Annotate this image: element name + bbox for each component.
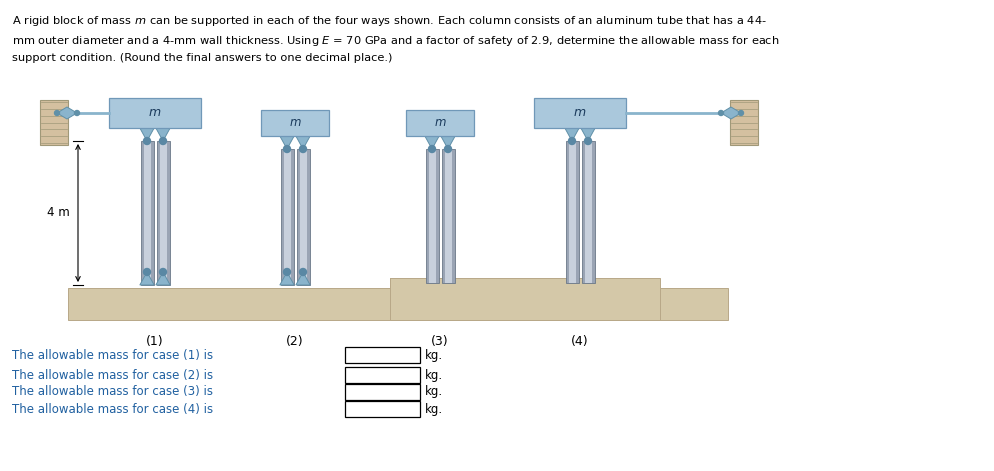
Bar (299, 149, 307, 285)
Circle shape (159, 268, 166, 276)
Circle shape (55, 111, 60, 115)
Text: The allowable mass for case (2) is: The allowable mass for case (2) is (12, 368, 213, 382)
Polygon shape (580, 128, 594, 141)
Text: kg.: kg. (424, 403, 442, 415)
Text: A rigid block of mass $m$ can be supported in each of the four ways shown. Each : A rigid block of mass $m$ can be support… (12, 14, 778, 63)
Circle shape (428, 146, 435, 153)
Bar (390, 278, 659, 320)
Text: (3): (3) (430, 335, 448, 348)
Text: 4 m: 4 m (47, 206, 70, 219)
Polygon shape (295, 136, 310, 149)
Text: (2): (2) (286, 335, 303, 348)
Circle shape (444, 146, 451, 153)
Polygon shape (140, 128, 154, 141)
Polygon shape (279, 272, 294, 285)
Text: (1): (1) (146, 335, 164, 348)
Polygon shape (295, 272, 310, 285)
Text: kg.: kg. (424, 349, 442, 362)
Bar (425, 149, 438, 283)
Text: $m$: $m$ (433, 116, 446, 130)
Text: $m$: $m$ (148, 106, 161, 120)
Bar (260, 110, 329, 136)
Bar (584, 141, 591, 283)
Polygon shape (156, 272, 170, 285)
Bar (159, 141, 167, 285)
Bar (345, 347, 419, 363)
Circle shape (583, 138, 590, 145)
Polygon shape (721, 107, 741, 119)
Bar (345, 401, 419, 417)
Bar (406, 110, 473, 136)
Polygon shape (565, 128, 579, 141)
Bar (280, 149, 293, 285)
Bar (109, 98, 201, 128)
Bar (296, 149, 310, 285)
Text: $m$: $m$ (573, 106, 586, 120)
Bar (345, 384, 419, 400)
Bar (283, 149, 291, 285)
Bar (141, 141, 154, 285)
Bar (40, 100, 68, 145)
Circle shape (143, 138, 150, 145)
Polygon shape (140, 272, 154, 285)
Text: The allowable mass for case (4) is: The allowable mass for case (4) is (12, 403, 213, 415)
Circle shape (299, 268, 306, 276)
Bar (534, 98, 625, 128)
Bar (730, 100, 757, 145)
Circle shape (738, 111, 743, 115)
Polygon shape (279, 136, 294, 149)
Circle shape (283, 146, 290, 153)
Text: The allowable mass for case (3) is: The allowable mass for case (3) is (12, 385, 213, 398)
Bar (345, 367, 419, 383)
Circle shape (159, 138, 166, 145)
Bar (157, 141, 170, 285)
Bar (581, 141, 594, 283)
Bar (441, 149, 454, 283)
Circle shape (299, 146, 306, 153)
Circle shape (143, 268, 150, 276)
Text: kg.: kg. (424, 385, 442, 398)
Text: $m$: $m$ (288, 116, 301, 130)
Circle shape (283, 268, 290, 276)
Polygon shape (156, 128, 170, 141)
Bar (68, 288, 728, 320)
Bar (566, 141, 579, 283)
Bar (428, 149, 436, 283)
Polygon shape (57, 107, 77, 119)
Bar (568, 141, 576, 283)
Bar (444, 149, 452, 283)
Circle shape (718, 111, 723, 115)
Bar (143, 141, 151, 285)
Polygon shape (424, 136, 438, 149)
Text: kg.: kg. (424, 368, 442, 382)
Circle shape (568, 138, 575, 145)
Polygon shape (440, 136, 454, 149)
Text: The allowable mass for case (1) is: The allowable mass for case (1) is (12, 349, 213, 362)
Circle shape (75, 111, 80, 115)
Text: (4): (4) (571, 335, 588, 348)
